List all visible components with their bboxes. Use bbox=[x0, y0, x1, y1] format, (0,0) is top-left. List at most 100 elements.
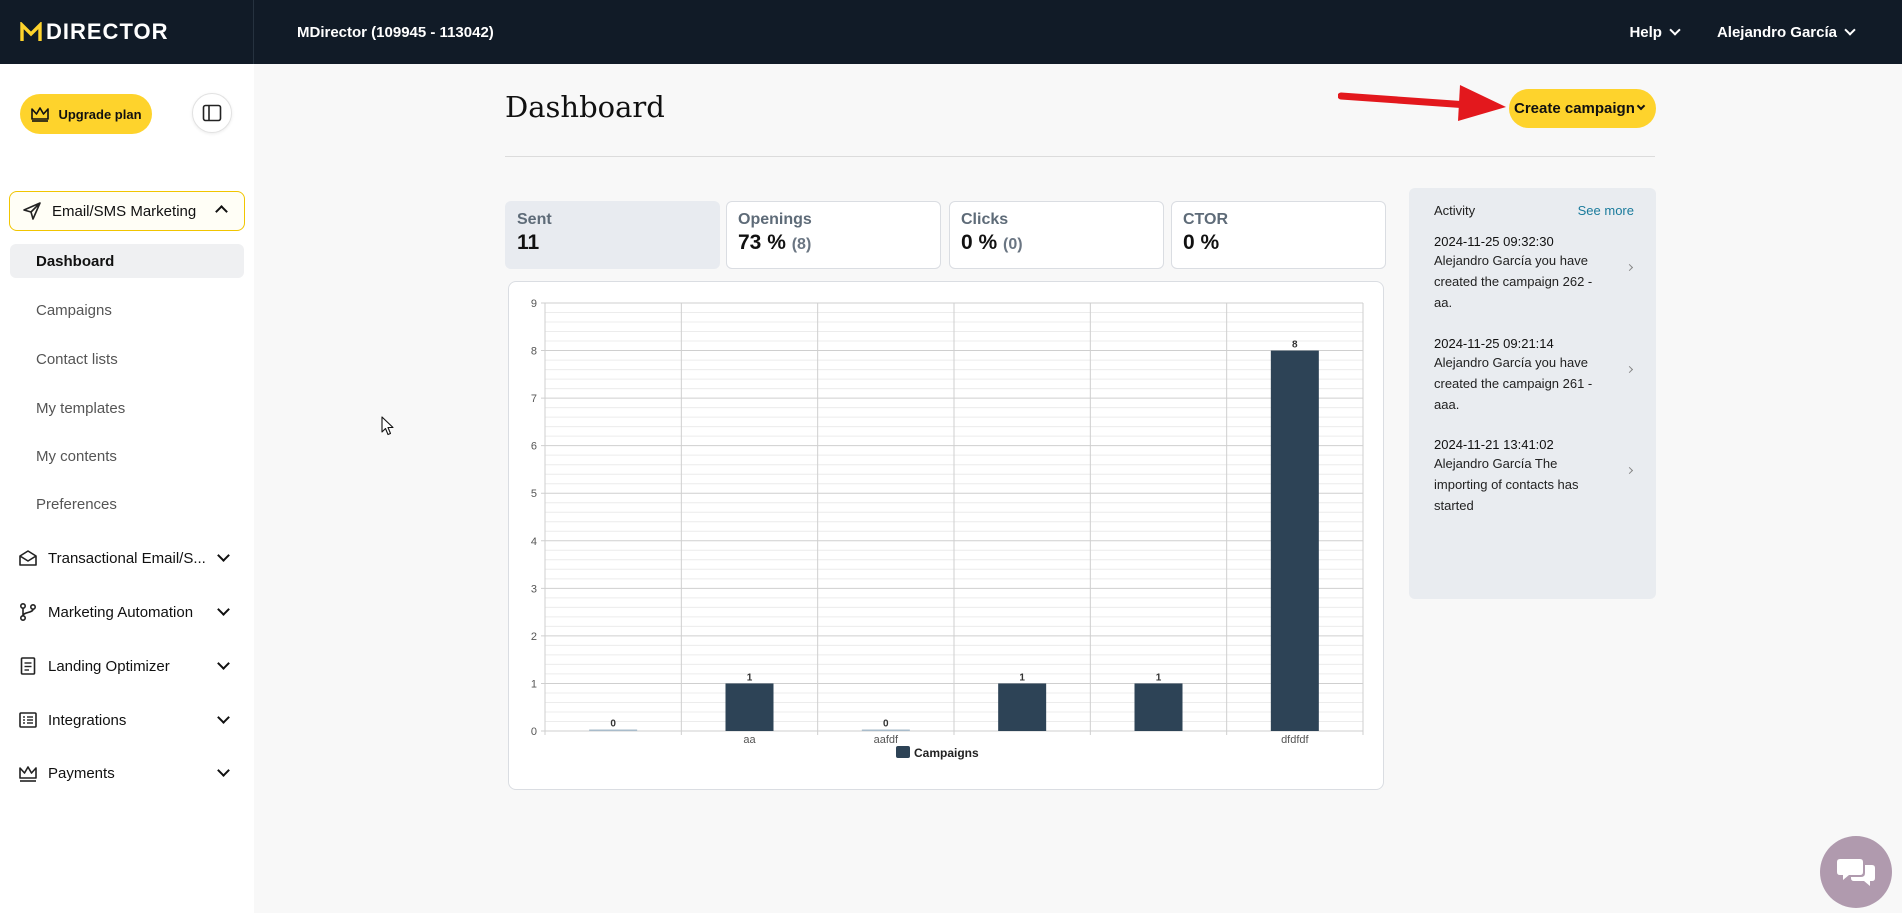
user-name: Alejandro García bbox=[1716, 23, 1837, 41]
bar-value-label: 0 bbox=[610, 719, 616, 730]
activity-title: Activity bbox=[1434, 203, 1476, 218]
sidebar-item-my-templates[interactable]: My templates bbox=[36, 399, 126, 417]
envelope-open-icon bbox=[19, 550, 37, 566]
sidebar-section-transactional[interactable]: Transactional Email/S... bbox=[18, 543, 236, 573]
chevron-down-icon bbox=[217, 764, 230, 777]
stat-ctor[interactable]: CTOR 0 % bbox=[1171, 201, 1386, 269]
campaigns-bar-chart: 0 1 2 3 4 5 6 7 8 9 0 1 aa 0 aafdf 1 1 8 dfdfdf Campaigns bbox=[531, 298, 1364, 760]
activity-item[interactable]: 2024-11-21 13:41:02 Alejandro García The… bbox=[1434, 436, 1644, 516]
crown-icon bbox=[19, 766, 37, 782]
y-tick-label: 8 bbox=[531, 346, 537, 358]
branch-icon bbox=[19, 602, 37, 622]
create-campaign-button[interactable]: Create campaign bbox=[1509, 89, 1656, 128]
stat-sent[interactable]: Sent 11 bbox=[505, 201, 720, 269]
title-divider bbox=[505, 156, 1655, 157]
y-tick-label: 1 bbox=[531, 678, 537, 690]
stat-value: 0 % bbox=[1183, 231, 1220, 254]
create-campaign-label: Create campaign bbox=[1514, 100, 1635, 117]
stat-count: (0) bbox=[1003, 236, 1023, 253]
sidebar-item-campaigns[interactable]: Campaigns bbox=[36, 301, 112, 319]
stat-count: (8) bbox=[791, 236, 812, 253]
send-icon bbox=[23, 202, 41, 220]
stat-label: Clicks bbox=[961, 211, 1009, 228]
help-menu[interactable]: Help bbox=[1629, 23, 1681, 41]
x-tick-label: aa bbox=[743, 734, 756, 746]
sidebar-item-my-contents[interactable]: My contents bbox=[36, 447, 117, 465]
bar bbox=[998, 683, 1047, 731]
sidebar-section-integrations[interactable]: Integrations bbox=[18, 705, 236, 735]
y-tick-label: 3 bbox=[531, 583, 537, 595]
y-tick-label: 6 bbox=[531, 441, 537, 453]
sidebar-section-payments[interactable]: Payments bbox=[18, 758, 236, 788]
chevron-up-icon bbox=[215, 205, 228, 218]
chevron-down-icon bbox=[217, 549, 230, 562]
legend-label: Campaigns bbox=[914, 746, 979, 760]
bar bbox=[725, 683, 774, 731]
stat-clicks[interactable]: Clicks 0 % (0) bbox=[949, 201, 1164, 269]
bar-value-label: 1 bbox=[1019, 672, 1025, 683]
brand-text: DIRECTOR bbox=[46, 19, 169, 44]
brand-logo[interactable]: DIRECTOR bbox=[0, 0, 254, 64]
activity-item[interactable]: 2024-11-25 09:21:14 Alejandro García you… bbox=[1434, 335, 1644, 415]
chevron-down-icon bbox=[1669, 24, 1681, 36]
stat-label: Openings bbox=[738, 211, 812, 228]
activity-text: Alejandro García you have created the ca… bbox=[1434, 355, 1593, 412]
sidebar-section-landing-optimizer[interactable]: Landing Optimizer bbox=[18, 651, 236, 681]
y-tick-label: 0 bbox=[531, 726, 537, 738]
top-bar: DIRECTOR MDirector (109945 - 113042) Hel… bbox=[0, 0, 1902, 64]
y-tick-label: 7 bbox=[531, 393, 537, 405]
user-menu[interactable]: Alejandro García bbox=[1716, 23, 1856, 41]
account-title: MDirector (109945 - 113042) bbox=[297, 23, 494, 41]
stat-label: Sent bbox=[517, 211, 552, 228]
activity-item[interactable]: 2024-11-25 09:32:30 Alejandro García you… bbox=[1434, 233, 1644, 313]
legend-swatch bbox=[896, 746, 910, 758]
stat-label: CTOR bbox=[1183, 211, 1229, 228]
x-tick-label: dfdfdf bbox=[1281, 734, 1309, 746]
page-title: Dashboard bbox=[505, 90, 665, 124]
chevron-right-icon bbox=[1625, 466, 1634, 475]
sidebar: Upgrade plan Email/SMS Marketing Dashboa… bbox=[0, 64, 254, 913]
chevron-down-icon bbox=[1636, 101, 1646, 111]
stat-openings[interactable]: Openings 73 % (8) bbox=[726, 201, 941, 269]
sidebar-section-label: Integrations bbox=[48, 711, 127, 729]
sidebar-section-marketing-automation[interactable]: Marketing Automation bbox=[18, 597, 236, 627]
sidebar-section-label: Transactional Email/S... bbox=[48, 549, 206, 567]
bar-value-label: 1 bbox=[747, 672, 753, 683]
bar-value-label: 1 bbox=[1156, 672, 1162, 683]
stat-value: 0 % (0) bbox=[961, 231, 1023, 254]
stat-value: 11 bbox=[517, 231, 540, 254]
x-tick-label: aafdf bbox=[874, 734, 899, 746]
y-tick-label: 2 bbox=[531, 631, 537, 643]
bar bbox=[1134, 683, 1183, 731]
sidebar-item-preferences[interactable]: Preferences bbox=[36, 495, 117, 513]
sidebar-item-contact-lists[interactable]: Contact lists bbox=[36, 350, 118, 368]
see-more-link[interactable]: See more bbox=[1577, 203, 1634, 218]
upgrade-plan-button[interactable]: Upgrade plan bbox=[20, 94, 152, 134]
sidebar-item-dashboard[interactable]: Dashboard bbox=[10, 244, 244, 278]
red-arrow-annotation bbox=[1338, 85, 1506, 121]
chevron-right-icon bbox=[1625, 365, 1634, 374]
collapse-sidebar-button[interactable] bbox=[192, 93, 232, 133]
activity-date: 2024-11-25 09:32:30 bbox=[1434, 234, 1554, 249]
activity-text: Alejandro García you have created the ca… bbox=[1434, 253, 1593, 310]
sidebar-section-label: Marketing Automation bbox=[48, 603, 194, 621]
y-tick-label: 5 bbox=[531, 488, 537, 500]
activity-panel: Activity See more 2024-11-25 09:32:30 Al… bbox=[1409, 188, 1656, 599]
chat-support-button[interactable] bbox=[1820, 836, 1892, 908]
crown-icon bbox=[31, 107, 50, 122]
y-tick-label: 9 bbox=[531, 298, 537, 310]
campaigns-chart-card: 0 1 2 3 4 5 6 7 8 9 0 1 aa 0 aafdf 1 1 8 dfdfdf Campaigns bbox=[508, 281, 1384, 790]
bar-value-label: 8 bbox=[1292, 340, 1298, 351]
bar bbox=[861, 729, 910, 731]
stat-value: 73 % (8) bbox=[738, 231, 812, 254]
brand-m-icon bbox=[20, 22, 42, 41]
mouse-cursor-icon bbox=[381, 416, 394, 436]
sidebar-section-email-sms[interactable]: Email/SMS Marketing bbox=[9, 191, 245, 231]
chevron-right-icon bbox=[1625, 263, 1634, 272]
sidebar-section-label: Payments bbox=[48, 764, 115, 782]
chevron-down-icon bbox=[217, 711, 230, 724]
chat-bubbles-icon bbox=[1837, 859, 1875, 886]
list-icon bbox=[19, 712, 37, 728]
activity-date: 2024-11-21 13:41:02 bbox=[1434, 437, 1554, 452]
help-label: Help bbox=[1629, 23, 1662, 41]
